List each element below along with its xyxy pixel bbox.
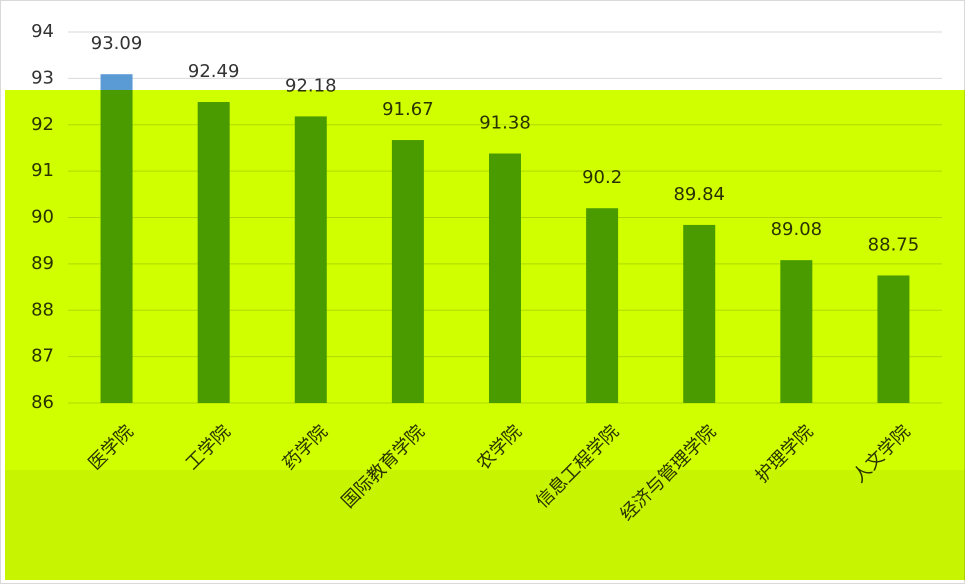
highlight-overlay-lower xyxy=(5,470,965,580)
y-tick-label: 94 xyxy=(31,21,54,42)
value-label: 93.09 xyxy=(91,33,143,54)
y-tick-label: 93 xyxy=(31,67,54,88)
value-label: 92.49 xyxy=(188,61,240,82)
